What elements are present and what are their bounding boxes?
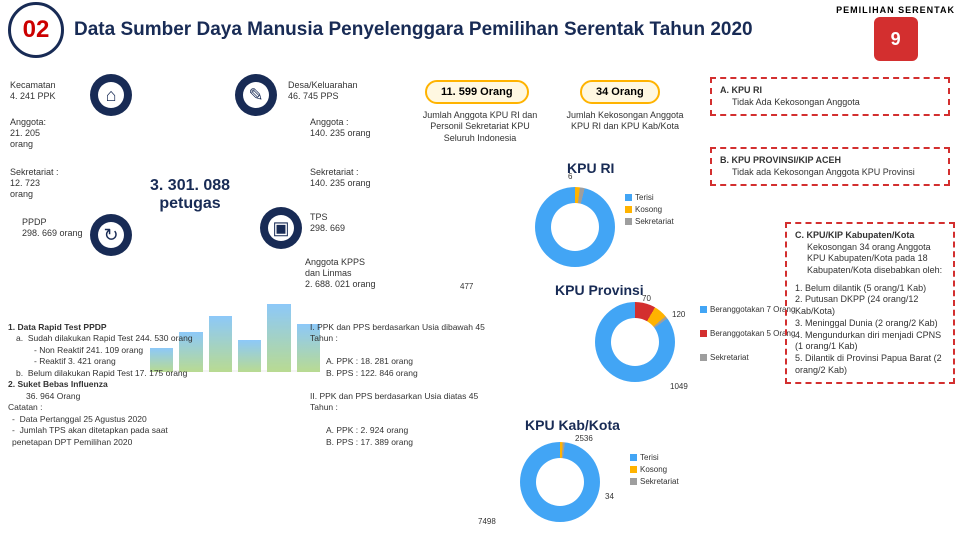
total-anggota-desc: Jumlah Anggota KPU RI dan Personil Sekre… <box>415 110 545 144</box>
desa-label: Desa/Keluarahan46. 745 PPS <box>288 80 358 102</box>
sekretariat2-label: Sekretariat :140. 235 orang <box>310 167 371 189</box>
anggota-label: Anggota:21. 205orang <box>10 117 46 149</box>
kekosongan-desc: Jumlah Kekosongan Anggota KPU RI dan KPU… <box>565 110 685 133</box>
tps-icon: ▣ <box>260 207 302 249</box>
anggota2-label: Anggota :140. 235 orang <box>310 117 371 139</box>
rapid-test-list: 1. Data Rapid Test PPDP a. Sudah dilakuk… <box>8 322 208 448</box>
box-a: A. KPU RI Tidak Ada Kekosongan Anggota <box>710 77 950 116</box>
donut-kpu-ri <box>535 187 615 267</box>
donut-kpu-provinsi <box>595 302 675 382</box>
donut1-val477: 477 <box>460 282 473 292</box>
donut-kpu-kabkota <box>520 442 600 522</box>
donut1-val6: 6 <box>568 172 572 182</box>
age-breakdown: I. PPK dan PPS berdasarkan Usia dibawah … <box>310 322 500 448</box>
donut3-val2536: 2536 <box>575 434 593 444</box>
section-number-badge: 02 <box>8 2 64 58</box>
donut2-val70: 70 <box>642 294 651 304</box>
page-title: Data Sumber Daya Manusia Penyelenggara P… <box>74 19 960 42</box>
brand-block: PEMILIHAN SERENTAK <box>836 5 955 63</box>
kpps-label: Anggota KPPSdan Linmas2. 688. 021 orang <box>305 257 376 289</box>
header: 02 Data Sumber Daya Manusia Penyelenggar… <box>0 0 960 60</box>
ppdp-label: PPDP298. 669 orang <box>22 217 83 239</box>
donut2-legend: Beranggotakan 7 Orang Beranggotakan 5 Or… <box>700 304 795 364</box>
total-petugas: 3. 301. 088petugas <box>150 177 230 213</box>
brand-text: PEMILIHAN SERENTAK <box>836 5 955 15</box>
donut1-legend: Terisi Kosong Sekretariat <box>625 192 674 228</box>
brand-shield-icon <box>874 17 918 61</box>
donut3-val7498: 7498 <box>478 517 496 527</box>
sekretariat-label: Sekretariat :12. 723orang <box>10 167 59 199</box>
kekosongan-pill: 34 Orang <box>580 80 660 104</box>
donut3-val34: 34 <box>605 492 614 502</box>
donut3-legend: Terisi Kosong Sekretariat <box>630 452 679 488</box>
kecamatan-label: Kecamatan4. 241 PPK <box>10 80 56 102</box>
total-anggota-pill: 11. 599 Orang <box>425 80 529 104</box>
donut2-val120: 120 <box>672 310 685 320</box>
donut2-val1049: 1049 <box>670 382 688 392</box>
tps-label: TPS298. 669 <box>310 212 345 234</box>
box-c: C. KPU/KIP Kabupaten/Kota Kekosongan 34 … <box>785 222 955 384</box>
donut3-title: KPU Kab/Kota <box>525 417 620 433</box>
box-b: B. KPU PROVINSI/KIP ACEH Tidak ada Kekos… <box>710 147 950 186</box>
desa-icon: ✎ <box>235 74 277 116</box>
kecamatan-icon: ⌂ <box>90 74 132 116</box>
body: Kecamatan4. 241 PPK ⌂ Anggota:21. 205ora… <box>0 72 960 540</box>
donut2-title: KPU Provinsi <box>555 282 644 298</box>
ppdp-icon: ↻ <box>90 214 132 256</box>
donut1-title: KPU RI <box>567 160 614 176</box>
